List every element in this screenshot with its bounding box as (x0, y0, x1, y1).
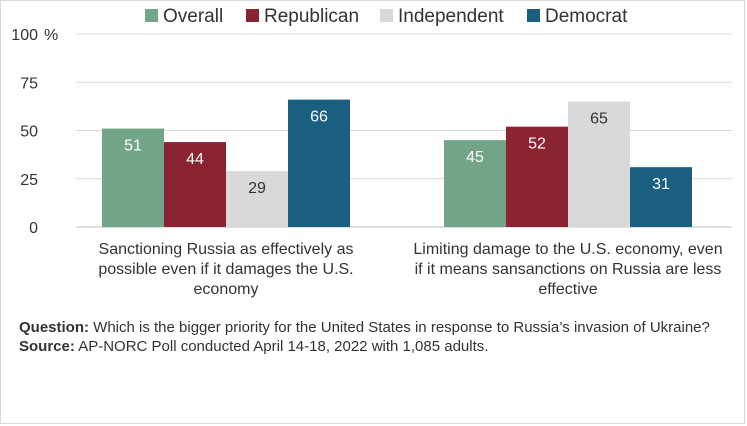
category-label-line: economy (194, 281, 259, 298)
bar-democrat-2 (630, 167, 692, 227)
y-axis: 0 25 50 75 100% (11, 27, 58, 237)
bar-value-label: 65 (590, 111, 608, 128)
footnote: Question: Which is the bigger priority f… (19, 318, 719, 356)
question-note: Question: Which is the bigger priority f… (19, 318, 719, 337)
y-tick-label: 50 (20, 124, 38, 141)
legend-swatch-overall (145, 9, 158, 22)
bars (102, 99, 692, 227)
category-label-line: Limiting damage to the U.S. economy, eve… (413, 241, 722, 258)
bar-value-label: 51 (124, 138, 142, 155)
question-text: Which is the bigger priority for the Uni… (89, 319, 710, 336)
bar-republican-2 (506, 126, 568, 227)
legend-swatch-democrat (527, 9, 540, 22)
legend-label-independent: Independent (398, 6, 504, 27)
y-tick-label: 25 (20, 172, 38, 189)
bar-value-label: 45 (466, 149, 484, 166)
category-label-line: if it means sansanctions on Russia are l… (415, 261, 722, 278)
bar-value-label: 44 (186, 151, 204, 168)
category-label-line: effective (538, 281, 597, 298)
legend-label-republican: Republican (264, 6, 359, 27)
legend-swatch-republican (246, 9, 259, 22)
grouped-bar-chart: Overall Republican Independent Democrat 0 25… (11, 6, 732, 298)
y-tick-label: 75 (20, 75, 38, 92)
question-label: Question: (19, 319, 89, 336)
bar-overall-1 (102, 128, 164, 227)
y-tick-label: 0 (29, 220, 38, 237)
bar-independent-1 (226, 171, 288, 227)
source-text: AP-NORC Poll conducted April 14-18, 2022… (74, 338, 489, 355)
category-label-line: possible even if it damages the U.S. (98, 261, 353, 278)
bar-value-label: 52 (528, 136, 546, 153)
bar-independent-2 (568, 101, 630, 227)
bar-value-label: 31 (652, 176, 670, 193)
bar-overall-2 (444, 140, 506, 227)
bar-republican-1 (164, 142, 226, 227)
source-note: Source: AP-NORC Poll conducted April 14-… (19, 337, 719, 356)
category-labels: Sanctioning Russia as effectively as poss… (98, 241, 722, 298)
bar-democrat-1 (288, 99, 350, 227)
legend: Overall Republican Independent Democrat (145, 6, 628, 27)
legend-swatch-independent (380, 9, 393, 22)
bar-value-label: 29 (248, 180, 266, 197)
source-label: Source: (19, 338, 75, 355)
bar-labels: 51 45 44 52 29 65 66 31 (124, 109, 670, 197)
legend-label-democrat: Democrat (545, 6, 628, 27)
category-label-line: Sanctioning Russia as effectively as (99, 241, 354, 258)
y-unit-label: % (44, 27, 58, 44)
y-tick-label: 100 (11, 27, 38, 44)
bar-value-label: 66 (310, 109, 328, 126)
legend-label-overall: Overall (163, 6, 223, 27)
